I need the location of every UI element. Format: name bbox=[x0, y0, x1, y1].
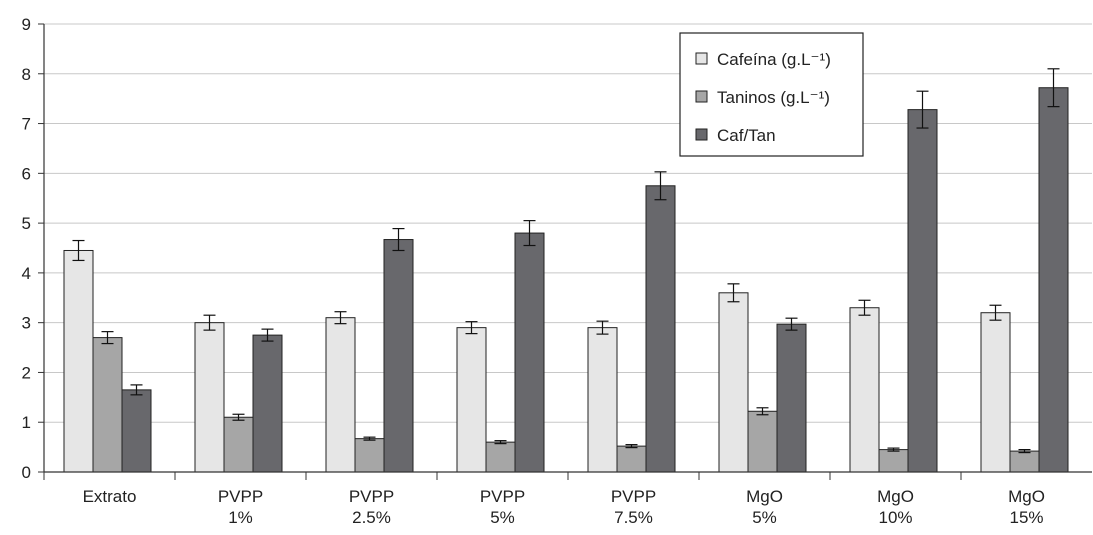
y-tick-label: 6 bbox=[22, 164, 31, 183]
bar bbox=[776, 323, 807, 473]
x-tick-label: MgO 10% bbox=[877, 487, 914, 527]
y-tick-label: 3 bbox=[22, 314, 31, 333]
bar bbox=[63, 249, 94, 473]
x-tick-label-line: PVPP bbox=[218, 487, 263, 506]
bar bbox=[252, 334, 283, 473]
x-tick-label-line: PVPP bbox=[349, 487, 394, 506]
bar bbox=[325, 317, 356, 473]
bars bbox=[63, 68, 1069, 473]
bar bbox=[849, 307, 880, 473]
y-tick-label: 8 bbox=[22, 65, 31, 84]
bar bbox=[1038, 87, 1069, 473]
bar bbox=[121, 389, 152, 473]
x-tick-label: PVPP 5% bbox=[480, 487, 525, 527]
x-tick-label-line: 7.5% bbox=[614, 508, 653, 527]
x-tick-label-line: 15% bbox=[1009, 508, 1043, 527]
y-tick-label: 9 bbox=[22, 15, 31, 34]
bar bbox=[383, 239, 414, 473]
bar bbox=[223, 416, 254, 473]
x-tick-label-line: Extrato bbox=[83, 487, 137, 506]
bar bbox=[1009, 450, 1040, 473]
x-tick-label: MgO 5% bbox=[746, 487, 783, 527]
bar bbox=[485, 441, 516, 473]
x-tick-label-line: MgO bbox=[746, 487, 783, 506]
bar bbox=[194, 322, 225, 473]
bar bbox=[616, 445, 647, 473]
y-axis-ticks: 0 1 2 3 4 5 6 7 8 9 bbox=[22, 15, 44, 482]
bar bbox=[907, 109, 938, 473]
y-tick-label: 0 bbox=[22, 463, 31, 482]
bar bbox=[980, 312, 1011, 473]
legend-box bbox=[679, 32, 864, 157]
x-tick-label: MgO 15% bbox=[1008, 487, 1045, 527]
legend: Cafeína (g.L⁻¹) Taninos (g.L⁻¹) Caf/Tan bbox=[679, 32, 864, 157]
legend-label: Taninos (g.L⁻¹) bbox=[717, 88, 830, 107]
x-tick-label-line: MgO bbox=[877, 487, 914, 506]
bar bbox=[92, 337, 123, 473]
x-tick-label-line: MgO bbox=[1008, 487, 1045, 506]
bar bbox=[587, 327, 618, 473]
bar bbox=[354, 438, 385, 473]
legend-swatch bbox=[695, 128, 708, 141]
x-tick-label-line: PVPP bbox=[611, 487, 656, 506]
x-tick-label-line: 10% bbox=[878, 508, 912, 527]
x-tick-label-line: PVPP bbox=[480, 487, 525, 506]
x-tick-label-line: 5% bbox=[752, 508, 777, 527]
legend-label: Caf/Tan bbox=[717, 126, 776, 145]
bar bbox=[456, 327, 487, 473]
x-tick-label: Extrato bbox=[83, 487, 137, 506]
bar bbox=[878, 449, 909, 473]
y-tick-label: 4 bbox=[22, 264, 31, 283]
x-tick-label: PVPP 2.5% bbox=[349, 487, 394, 527]
x-tick-label-line: 1% bbox=[228, 508, 253, 527]
x-tick-label-line: 5% bbox=[490, 508, 515, 527]
bar bbox=[747, 410, 778, 473]
y-tick-label: 5 bbox=[22, 214, 31, 233]
x-tick-label: PVPP 7.5% bbox=[611, 487, 656, 527]
x-axis-ticks: Extrato PVPP 1% PVPP 2.5% PVPP 5% PVPP 7.5% MgO 5%… bbox=[43, 472, 1045, 527]
bar bbox=[514, 232, 545, 473]
y-tick-label: 2 bbox=[22, 363, 31, 382]
y-tick-label: 1 bbox=[22, 413, 31, 432]
legend-label: Cafeína (g.L⁻¹) bbox=[717, 50, 831, 69]
legend-swatch bbox=[695, 52, 708, 65]
legend-swatch bbox=[695, 90, 708, 103]
x-tick-label: PVPP 1% bbox=[218, 487, 263, 527]
x-tick-label-line: 2.5% bbox=[352, 508, 391, 527]
bar bbox=[645, 185, 676, 473]
y-tick-label: 7 bbox=[22, 115, 31, 134]
bar bbox=[718, 292, 749, 473]
